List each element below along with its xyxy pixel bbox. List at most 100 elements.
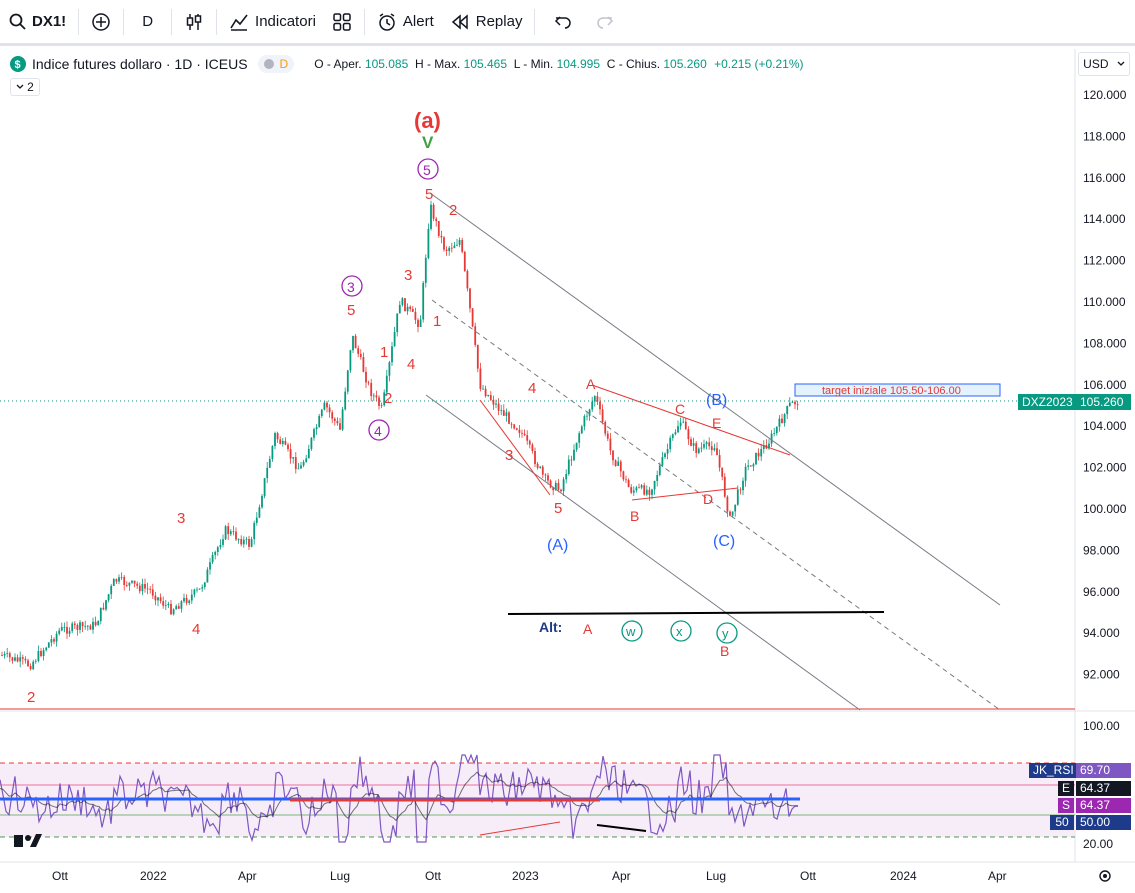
candle-body — [370, 383, 373, 397]
alt-a-label: A — [583, 621, 593, 637]
price-axis[interactable]: 120.000 118.000 116.000 114.000 112.000 110.0… — [1083, 88, 1127, 682]
grid-icon — [333, 12, 351, 31]
candle-body — [619, 461, 622, 472]
replay-button[interactable]: Replay — [442, 0, 531, 45]
rsi-s-value-tag: 64.37 — [1076, 798, 1131, 813]
currency-selector[interactable]: USD — [1078, 52, 1130, 76]
indicator-count: 2 — [27, 80, 34, 94]
candle-body — [612, 450, 614, 461]
tri-label-a: A — [586, 376, 596, 392]
time-tick: Ott — [52, 869, 69, 883]
candle-body — [333, 418, 336, 421]
undo-button[interactable] — [539, 0, 587, 45]
candle-body — [570, 459, 573, 461]
price-tick: 112.000 — [1083, 254, 1126, 268]
candle-body — [175, 606, 178, 610]
close-label: C - Chius. — [606, 57, 661, 71]
candle-body — [565, 474, 568, 480]
candle-body — [198, 588, 201, 590]
tri-label-d: D — [703, 491, 713, 507]
toolbar-divider — [216, 8, 218, 35]
candle-body — [24, 658, 27, 661]
chart-type-button[interactable] — [176, 0, 212, 45]
candle-body — [742, 480, 744, 491]
candle-body — [6, 653, 9, 654]
candle-body — [700, 447, 703, 449]
candle-body — [310, 437, 313, 449]
delayed-label: D — [279, 57, 289, 71]
price-tick: 108.000 — [1083, 336, 1127, 350]
candle-body — [544, 474, 547, 476]
wave-circle-3-label: 3 — [347, 279, 355, 295]
candle-body — [271, 446, 274, 460]
symbol-search[interactable]: DX1! — [0, 0, 74, 45]
candle-body — [297, 468, 300, 470]
lbl-4-mid: 4 — [407, 356, 415, 373]
lbl-4-right: 4 — [528, 380, 536, 397]
candle-body — [94, 621, 97, 626]
candle-body — [27, 660, 29, 667]
candle-body — [393, 331, 396, 347]
indicator-collapse-button[interactable]: 2 — [10, 78, 40, 96]
tradingview-logo[interactable] — [14, 834, 42, 847]
candle-body — [73, 623, 76, 626]
candle-body — [721, 467, 724, 477]
redo-button[interactable] — [587, 0, 623, 45]
price-tick: 114.000 — [1083, 212, 1126, 226]
candle-body — [29, 666, 32, 670]
candle-body — [788, 402, 791, 406]
candle-body — [214, 551, 217, 556]
alt-y-label: y — [722, 626, 729, 641]
alert-button[interactable]: Alert — [369, 0, 442, 45]
candle-body — [710, 446, 713, 451]
candle-body — [313, 429, 315, 438]
indicators-button[interactable]: Indicatori — [221, 0, 324, 45]
candle-body — [404, 298, 406, 312]
compare-button[interactable] — [83, 0, 119, 45]
candle-body — [177, 606, 180, 609]
candle-body — [307, 448, 310, 459]
candle-body — [219, 544, 222, 548]
wave-circle-4-label: 4 — [374, 423, 382, 439]
candle-body — [523, 433, 526, 436]
candle-body — [336, 420, 339, 424]
candle-body — [266, 467, 269, 479]
settings-gear-icon[interactable] — [1099, 870, 1111, 882]
interval-button[interactable]: D — [128, 0, 167, 45]
wave-circle-5-label: 5 — [423, 162, 431, 178]
candle-body — [604, 421, 607, 434]
candle-body — [209, 562, 211, 570]
wave-A-label: (A) — [547, 537, 568, 554]
candle-body — [284, 440, 287, 445]
candle-body — [651, 489, 653, 495]
candle-body — [677, 426, 679, 433]
candle-body — [684, 421, 687, 430]
candle-body — [726, 496, 729, 512]
candle-body — [583, 416, 586, 427]
candle-body — [760, 449, 763, 457]
candle-body — [331, 412, 334, 419]
layouts-button[interactable] — [324, 0, 360, 45]
candle-body — [344, 391, 347, 410]
alt-label: Alt: — [539, 619, 562, 635]
candle-body — [185, 597, 188, 604]
candle-body — [549, 480, 552, 488]
time-axis[interactable]: Ott 2022 Apr Lug Ott 2023 Apr Lug Ott 2024 Apr — [52, 869, 1007, 883]
toolbar-divider — [123, 8, 125, 35]
candle-body — [357, 348, 360, 354]
candle-body — [419, 319, 422, 327]
candle-body — [526, 435, 529, 441]
candle-body — [115, 579, 118, 582]
candle-body — [427, 228, 430, 258]
search-icon — [9, 13, 26, 30]
instrument-title[interactable]: Indice futures dollaro · 1D · ICEUS — [32, 56, 248, 72]
price-tick: 110.000 — [1083, 295, 1126, 309]
channel-upper-line — [429, 192, 1001, 606]
candle-body — [695, 443, 698, 453]
candle-body — [638, 487, 640, 489]
market-status-pill[interactable]: D — [257, 55, 295, 73]
candle-body — [375, 395, 378, 398]
candle-body — [586, 415, 588, 417]
candle-body — [328, 407, 331, 413]
